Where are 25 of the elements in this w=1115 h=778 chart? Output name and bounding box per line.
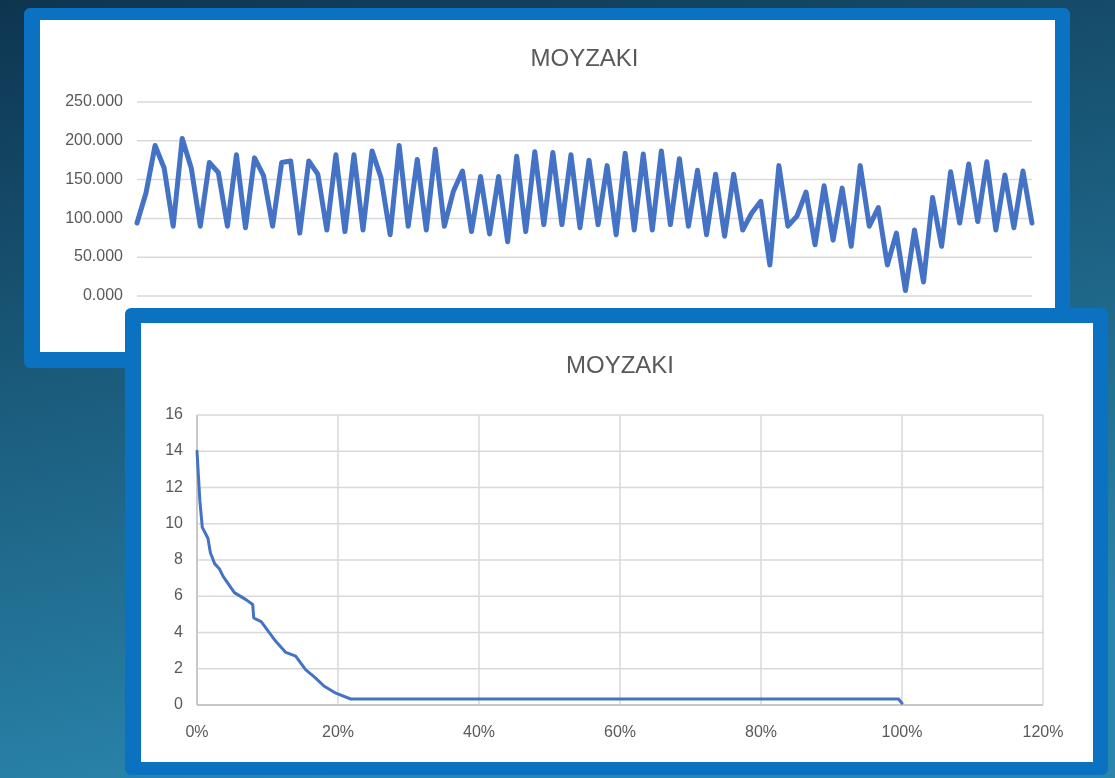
x-tick-label: 120% <box>1022 723 1064 741</box>
y-tick-label: 100.000 <box>65 208 124 226</box>
y-tick-label: 200.000 <box>65 131 124 149</box>
y-tick-label: 12 <box>165 477 184 495</box>
y-tick-label: 50.000 <box>74 247 124 265</box>
y-tick-label: 8 <box>174 550 184 568</box>
x-tick-label: 0% <box>185 723 209 741</box>
x-tick-label: 20% <box>321 723 355 741</box>
y-tick-label: 0.000 <box>82 286 124 304</box>
x-tick-label: 60% <box>603 723 637 741</box>
x-tick-label: 40% <box>462 723 496 741</box>
chart-title: MOYZAKI <box>530 44 639 72</box>
y-tick-label: 2 <box>174 658 184 676</box>
y-tick-label: 250.000 <box>65 92 124 110</box>
y-tick-label: 16 <box>165 405 184 423</box>
y-tick-label: 0 <box>174 695 184 713</box>
x-tick-label: 100% <box>881 723 923 741</box>
y-tick-label: 14 <box>165 441 184 459</box>
chart-title: MOYZAKI <box>565 351 675 379</box>
x-tick-label: 80% <box>744 723 778 741</box>
line-series <box>195 449 904 705</box>
y-tick-label: 4 <box>174 622 184 640</box>
y-tick-label: 6 <box>174 586 184 604</box>
y-tick-label: 10 <box>165 513 184 531</box>
y-tick-label: 150.000 <box>65 169 124 187</box>
